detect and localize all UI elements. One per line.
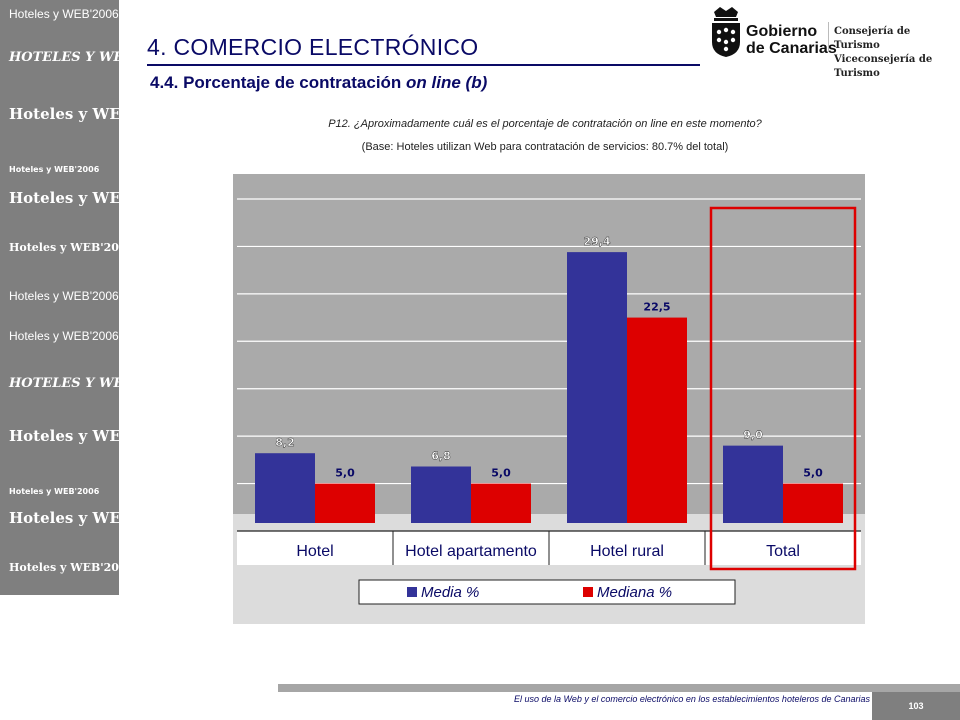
sidebar-line: Hoteles y WEB'2006 — [9, 329, 119, 343]
subtitle-emphasis: on line (b) — [406, 73, 488, 92]
bar-chart: 8,2 5,0 Hotel 6,8 5,0 Hotel apartamento 29,4 22… — [233, 174, 865, 624]
highlight-box — [709, 206, 857, 571]
data-label: 5,0 — [491, 467, 511, 480]
sidebar-line: Hoteles y WEB'2006 — [9, 487, 100, 496]
legend-swatch — [583, 587, 593, 597]
dept-line-1: Consejería de Turismo — [834, 26, 911, 51]
sidebar: Hoteles y WEB'2006 Hoteles y WEB'2006 Ho… — [0, 0, 119, 595]
sidebar-line: Hoteles y WEB'2006 — [9, 105, 119, 123]
subtitle-main: 4.4. Porcentaje de contratación — [150, 73, 407, 92]
bar — [783, 483, 843, 523]
bar — [255, 453, 315, 523]
page-subtitle: 4.4. Porcentaje de contratación on line … — [150, 73, 487, 93]
bar — [411, 466, 471, 523]
bar — [567, 252, 627, 523]
category-label: Hotel — [296, 543, 333, 560]
data-label: 8,2 — [275, 436, 295, 449]
page-title: 4. COMERCIO ELECTRÓNICO — [147, 34, 479, 60]
data-label: 5,0 — [335, 467, 355, 480]
sidebar-line: Hoteles y WEB'2006 — [9, 50, 119, 65]
org-line-2: de Canarias — [746, 40, 837, 57]
page-number-box: 103 — [872, 692, 960, 720]
data-label: 5,0 — [803, 467, 823, 480]
dept-line-2: Viceconsejería de Turismo — [834, 54, 933, 79]
bar — [315, 483, 375, 523]
survey-question: P12. ¿Aproximadamente cuál es el porcent… — [328, 118, 762, 130]
department-name: Consejería de Turismo Viceconsejería de … — [834, 25, 958, 81]
sidebar-line: Hoteles y WEB'2006 — [9, 189, 119, 207]
bar — [723, 445, 783, 523]
category-label: Hotel apartamento — [405, 543, 537, 560]
logo-divider — [828, 22, 829, 52]
sidebar-line: Hoteles y WEB'2006 — [9, 7, 119, 21]
data-label: 29,4 — [583, 235, 610, 248]
category-label: Total — [766, 543, 800, 560]
legend-label: Media % — [421, 584, 479, 601]
footer-text: El uso de la Web y el comercio electróni… — [513, 694, 870, 704]
org-line-1: Gobierno — [746, 23, 818, 40]
sidebar-line: Hoteles y WEB'2006 — [9, 165, 100, 174]
category-label: Hotel rural — [590, 543, 664, 560]
bar — [471, 483, 531, 523]
org-name: Gobierno de Canarias — [746, 23, 837, 57]
survey-base: (Base: Hoteles utilizan Web para contrat… — [361, 141, 729, 153]
sidebar-line: Hoteles y WEB'2006 — [9, 376, 119, 391]
page-number: 103 — [908, 701, 924, 711]
sidebar-line: Hoteles y WEB'2006 — [9, 241, 119, 254]
bar — [627, 317, 687, 523]
data-label: 9,0 — [743, 429, 763, 442]
footer-bar — [278, 684, 960, 692]
sidebar-line: Hoteles y WEB'2006 — [9, 561, 119, 574]
sidebar-line: Hoteles y WEB'2006 — [9, 509, 119, 527]
legend-box — [358, 579, 736, 605]
legend-label: Mediana % — [597, 584, 672, 601]
legend-swatch — [407, 587, 417, 597]
gobierno-canarias-logo: Gobierno de Canarias Consejería de Turis… — [708, 6, 958, 79]
sidebar-line: Hoteles y WEB'2006 — [9, 289, 119, 303]
title-underline — [147, 64, 700, 66]
data-label: 22,5 — [643, 301, 670, 314]
sidebar-line: Hoteles y WEB'2006 — [9, 427, 119, 445]
data-label: 6,8 — [431, 449, 451, 462]
coat-of-arms-icon — [712, 7, 740, 57]
